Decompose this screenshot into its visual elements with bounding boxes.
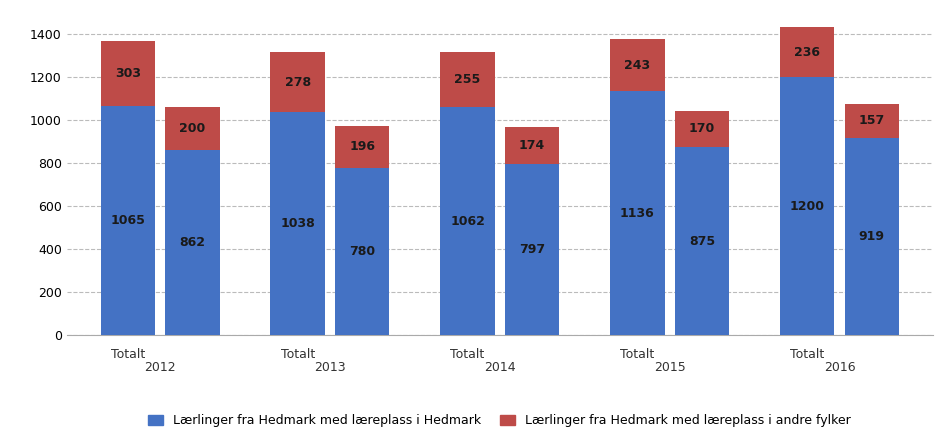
Text: 255: 255 (454, 73, 481, 86)
Bar (270, 52, 325, 112)
Bar (165, 150, 220, 335)
Text: 2014: 2014 (484, 361, 516, 374)
Bar (101, 107, 155, 335)
Bar (335, 126, 389, 168)
Text: 170: 170 (689, 123, 715, 135)
Text: 1200: 1200 (790, 200, 824, 213)
Bar (780, 27, 835, 77)
Text: 174: 174 (519, 139, 545, 152)
Text: 196: 196 (349, 140, 375, 153)
Text: 236: 236 (794, 46, 821, 58)
Text: 1065: 1065 (110, 215, 146, 227)
Bar (441, 107, 495, 335)
Text: 200: 200 (179, 122, 206, 135)
Text: 2016: 2016 (823, 361, 855, 374)
Text: 875: 875 (689, 235, 715, 248)
Text: 2012: 2012 (145, 361, 176, 374)
Text: Totalt: Totalt (281, 348, 315, 361)
Bar (675, 111, 729, 147)
Bar (101, 41, 155, 107)
Bar (780, 77, 835, 335)
Bar (610, 91, 664, 335)
Legend: Lærlinger fra Hedmark med læreplass i Hedmark, Lærlinger fra Hedmark med lærepla: Lærlinger fra Hedmark med læreplass i He… (144, 409, 856, 430)
Text: Totalt: Totalt (790, 348, 824, 361)
Bar (335, 168, 389, 335)
Text: 1062: 1062 (450, 215, 485, 228)
Text: Totalt: Totalt (621, 348, 655, 361)
Text: 919: 919 (859, 230, 884, 243)
Bar (675, 147, 729, 335)
Text: 303: 303 (115, 68, 141, 80)
Text: Totalt: Totalt (110, 348, 145, 361)
Text: 2013: 2013 (314, 361, 346, 374)
Bar (844, 138, 899, 335)
Text: Totalt: Totalt (450, 348, 485, 361)
Text: 1136: 1136 (620, 207, 655, 220)
Bar (844, 104, 899, 138)
Bar (165, 107, 220, 150)
Bar (505, 126, 559, 164)
Text: 157: 157 (859, 114, 885, 127)
Text: 797: 797 (519, 243, 545, 256)
Text: 862: 862 (179, 236, 206, 249)
Bar (610, 39, 664, 91)
Text: 278: 278 (285, 76, 310, 89)
Text: 243: 243 (625, 58, 650, 71)
Text: 2015: 2015 (654, 361, 685, 374)
Text: 1038: 1038 (280, 217, 315, 230)
Bar (441, 52, 495, 107)
Bar (505, 164, 559, 335)
Text: 780: 780 (349, 245, 375, 258)
Bar (270, 112, 325, 335)
